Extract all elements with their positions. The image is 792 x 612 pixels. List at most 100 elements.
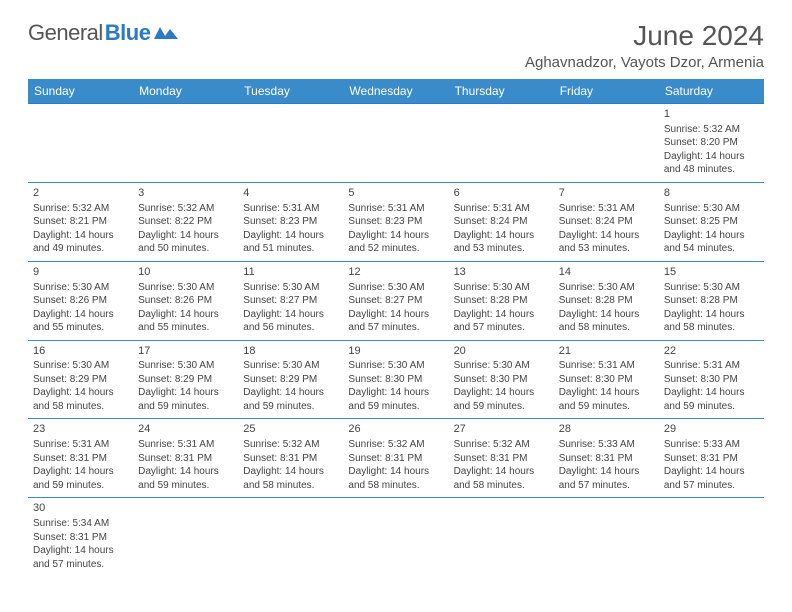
day-number: 26	[348, 422, 443, 437]
sunrise-line: Sunrise: 5:31 AM	[138, 438, 233, 452]
sunset-line: Sunset: 8:29 PM	[138, 373, 233, 387]
sunrise-line: Sunrise: 5:31 AM	[454, 202, 549, 216]
sunset-line: Sunset: 8:31 PM	[664, 452, 759, 466]
sunset-line: Sunset: 8:31 PM	[454, 452, 549, 466]
weekday-header: Saturday	[659, 79, 764, 104]
sunset-line: Sunset: 8:27 PM	[348, 294, 443, 308]
calendar-cell: 28Sunrise: 5:33 AMSunset: 8:31 PMDayligh…	[554, 419, 659, 498]
sunrise-line: Sunrise: 5:32 AM	[454, 438, 549, 452]
sunset-line: Sunset: 8:31 PM	[243, 452, 338, 466]
sunset-line: Sunset: 8:27 PM	[243, 294, 338, 308]
calendar-cell: 9Sunrise: 5:30 AMSunset: 8:26 PMDaylight…	[28, 261, 133, 340]
day-number: 15	[664, 265, 759, 280]
sunrise-line: Sunrise: 5:30 AM	[243, 359, 338, 373]
sunset-line: Sunset: 8:20 PM	[664, 136, 759, 150]
sunrise-line: Sunrise: 5:30 AM	[33, 281, 128, 295]
sunset-line: Sunset: 8:26 PM	[33, 294, 128, 308]
logo-text-blue: Blue	[105, 20, 151, 46]
day-number: 17	[138, 344, 233, 359]
sunset-line: Sunset: 8:31 PM	[33, 452, 128, 466]
calendar-cell: 19Sunrise: 5:30 AMSunset: 8:30 PMDayligh…	[343, 340, 448, 419]
calendar-cell	[28, 104, 133, 183]
day-number: 18	[243, 344, 338, 359]
calendar-cell: 11Sunrise: 5:30 AMSunset: 8:27 PMDayligh…	[238, 261, 343, 340]
calendar-cell: 26Sunrise: 5:32 AMSunset: 8:31 PMDayligh…	[343, 419, 448, 498]
calendar-cell	[659, 498, 764, 576]
calendar-cell: 12Sunrise: 5:30 AMSunset: 8:27 PMDayligh…	[343, 261, 448, 340]
daylight-line: Daylight: 14 hours and 49 minutes.	[33, 229, 128, 256]
daylight-line: Daylight: 14 hours and 59 minutes.	[559, 386, 654, 413]
sunrise-line: Sunrise: 5:32 AM	[138, 202, 233, 216]
sunrise-line: Sunrise: 5:30 AM	[664, 202, 759, 216]
sunrise-line: Sunrise: 5:33 AM	[559, 438, 654, 452]
sunset-line: Sunset: 8:21 PM	[33, 215, 128, 229]
sunrise-line: Sunrise: 5:33 AM	[664, 438, 759, 452]
logo: GeneralBlue	[28, 20, 178, 46]
sunrise-line: Sunrise: 5:30 AM	[348, 281, 443, 295]
calendar-cell: 2Sunrise: 5:32 AMSunset: 8:21 PMDaylight…	[28, 182, 133, 261]
calendar-table: SundayMondayTuesdayWednesdayThursdayFrid…	[28, 79, 764, 576]
sunrise-line: Sunrise: 5:31 AM	[243, 202, 338, 216]
daylight-line: Daylight: 14 hours and 59 minutes.	[138, 386, 233, 413]
calendar-cell: 18Sunrise: 5:30 AMSunset: 8:29 PMDayligh…	[238, 340, 343, 419]
daylight-line: Daylight: 14 hours and 52 minutes.	[348, 229, 443, 256]
sunrise-line: Sunrise: 5:32 AM	[348, 438, 443, 452]
sunset-line: Sunset: 8:31 PM	[138, 452, 233, 466]
daylight-line: Daylight: 14 hours and 57 minutes.	[664, 465, 759, 492]
sunrise-line: Sunrise: 5:30 AM	[243, 281, 338, 295]
sunset-line: Sunset: 8:23 PM	[243, 215, 338, 229]
sunrise-line: Sunrise: 5:32 AM	[243, 438, 338, 452]
daylight-line: Daylight: 14 hours and 51 minutes.	[243, 229, 338, 256]
sunset-line: Sunset: 8:26 PM	[138, 294, 233, 308]
sunset-line: Sunset: 8:28 PM	[664, 294, 759, 308]
daylight-line: Daylight: 14 hours and 59 minutes.	[664, 386, 759, 413]
daylight-line: Daylight: 14 hours and 58 minutes.	[454, 465, 549, 492]
daylight-line: Daylight: 14 hours and 48 minutes.	[664, 150, 759, 177]
day-number: 7	[559, 186, 654, 201]
day-number: 3	[138, 186, 233, 201]
weekday-header: Tuesday	[238, 79, 343, 104]
day-number: 1	[664, 107, 759, 122]
sunrise-line: Sunrise: 5:30 AM	[138, 281, 233, 295]
calendar-cell	[343, 104, 448, 183]
daylight-line: Daylight: 14 hours and 59 minutes.	[348, 386, 443, 413]
header: GeneralBlue June 2024 Aghavnadzor, Vayot…	[28, 20, 764, 71]
calendar-cell: 3Sunrise: 5:32 AMSunset: 8:22 PMDaylight…	[133, 182, 238, 261]
daylight-line: Daylight: 14 hours and 59 minutes.	[138, 465, 233, 492]
calendar-cell: 15Sunrise: 5:30 AMSunset: 8:28 PMDayligh…	[659, 261, 764, 340]
daylight-line: Daylight: 14 hours and 58 minutes.	[559, 308, 654, 335]
day-number: 6	[454, 186, 549, 201]
calendar-cell	[238, 104, 343, 183]
daylight-line: Daylight: 14 hours and 57 minutes.	[348, 308, 443, 335]
calendar-cell: 10Sunrise: 5:30 AMSunset: 8:26 PMDayligh…	[133, 261, 238, 340]
day-number: 30	[33, 501, 128, 516]
calendar-cell: 1Sunrise: 5:32 AMSunset: 8:20 PMDaylight…	[659, 104, 764, 183]
calendar-cell: 8Sunrise: 5:30 AMSunset: 8:25 PMDaylight…	[659, 182, 764, 261]
day-number: 13	[454, 265, 549, 280]
sunrise-line: Sunrise: 5:31 AM	[664, 359, 759, 373]
sunrise-line: Sunrise: 5:32 AM	[33, 202, 128, 216]
sunset-line: Sunset: 8:28 PM	[454, 294, 549, 308]
sunset-line: Sunset: 8:25 PM	[664, 215, 759, 229]
weekday-header: Friday	[554, 79, 659, 104]
calendar-cell: 23Sunrise: 5:31 AMSunset: 8:31 PMDayligh…	[28, 419, 133, 498]
day-number: 11	[243, 265, 338, 280]
page-title: June 2024	[525, 20, 764, 52]
sunset-line: Sunset: 8:30 PM	[559, 373, 654, 387]
day-number: 2	[33, 186, 128, 201]
weekday-header: Thursday	[449, 79, 554, 104]
calendar-cell	[449, 498, 554, 576]
calendar-cell: 14Sunrise: 5:30 AMSunset: 8:28 PMDayligh…	[554, 261, 659, 340]
daylight-line: Daylight: 14 hours and 55 minutes.	[33, 308, 128, 335]
calendar-cell: 6Sunrise: 5:31 AMSunset: 8:24 PMDaylight…	[449, 182, 554, 261]
calendar-cell	[343, 498, 448, 576]
daylight-line: Daylight: 14 hours and 53 minutes.	[559, 229, 654, 256]
calendar-cell: 5Sunrise: 5:31 AMSunset: 8:23 PMDaylight…	[343, 182, 448, 261]
day-number: 10	[138, 265, 233, 280]
sunset-line: Sunset: 8:30 PM	[454, 373, 549, 387]
daylight-line: Daylight: 14 hours and 58 minutes.	[33, 386, 128, 413]
sunset-line: Sunset: 8:24 PM	[454, 215, 549, 229]
day-number: 12	[348, 265, 443, 280]
sunset-line: Sunset: 8:23 PM	[348, 215, 443, 229]
daylight-line: Daylight: 14 hours and 58 minutes.	[243, 465, 338, 492]
